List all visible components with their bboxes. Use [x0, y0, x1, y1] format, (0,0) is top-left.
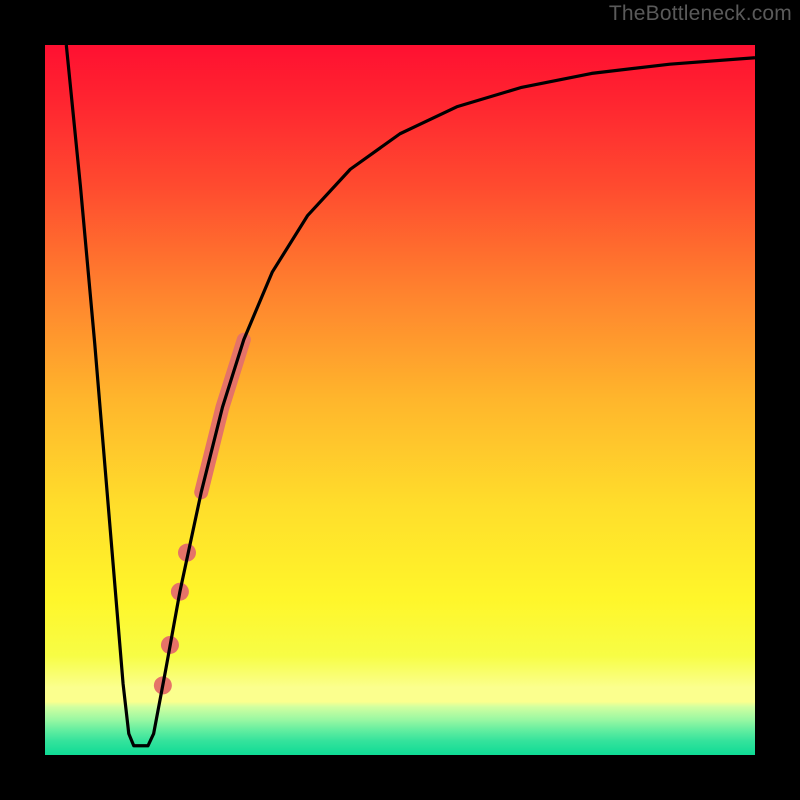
plot-background: [45, 45, 755, 755]
watermark-text: TheBottleneck.com: [609, 2, 792, 26]
chart-svg: [0, 0, 800, 800]
chart-container: TheBottleneck.com: [0, 0, 800, 800]
